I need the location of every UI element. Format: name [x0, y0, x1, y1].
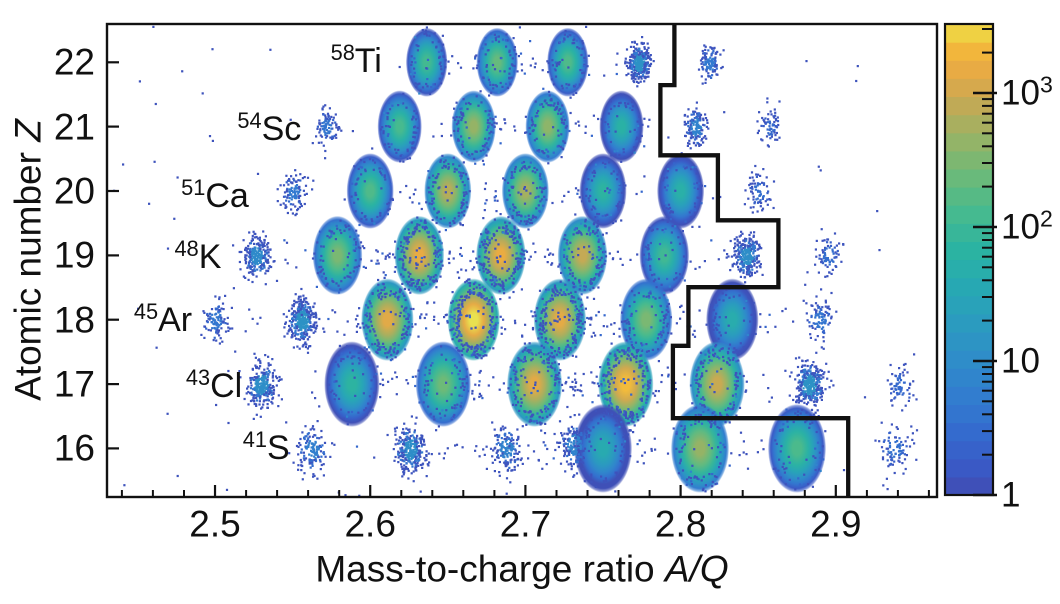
isotope-label: 41S	[242, 427, 290, 468]
isotope-label: 48K	[174, 235, 222, 276]
x-tick-label: 2.7	[499, 503, 552, 545]
y-axis-title-text: Atomic number	[7, 152, 49, 401]
x-axis-title-text: Mass-to-charge ratio	[315, 548, 655, 590]
axis-ticks	[108, 61, 930, 496]
y-axis-title-variable: Z	[7, 119, 49, 142]
y-tick-label: 22	[53, 41, 95, 83]
x-tick-label: 2.6	[344, 503, 396, 545]
colorbar-tick-label: 103	[1001, 71, 1053, 113]
colorbar-tick-label: 10	[1001, 341, 1040, 381]
colorbar-tick-label: 1	[1001, 475, 1021, 515]
y-tick-label: 18	[53, 299, 95, 341]
y-tick-label: 21	[53, 106, 95, 148]
x-tick-label: 2.9	[810, 503, 862, 545]
isotope-label: 43Cl	[185, 365, 243, 405]
isotope-label: 58Ti	[330, 40, 382, 80]
x-axis-title: Mass-to-charge ratio A/Q	[315, 551, 728, 588]
x-tick-label: 2.5	[189, 503, 241, 545]
x-tick-label: 2.8	[654, 503, 707, 545]
isotope-label: 45Ar	[133, 298, 193, 339]
plot-frame	[105, 22, 939, 499]
pid-gate-line	[658, 24, 851, 497]
y-tick-label: 19	[53, 234, 95, 276]
isotope-label: 54Sc	[237, 108, 302, 149]
y-axis-title: Atomic number Z	[7, 119, 49, 401]
y-tick-label: 17	[53, 363, 95, 405]
colorbar	[943, 22, 997, 497]
colorbar-tick-label: 102	[1001, 205, 1053, 247]
x-axis-title-variable: A/Q	[664, 548, 729, 590]
density-blobs-layer	[113, 25, 919, 497]
y-tick-label: 20	[53, 170, 95, 212]
y-tick-label: 16	[53, 427, 95, 469]
isotope-label: 51Ca	[181, 175, 249, 216]
